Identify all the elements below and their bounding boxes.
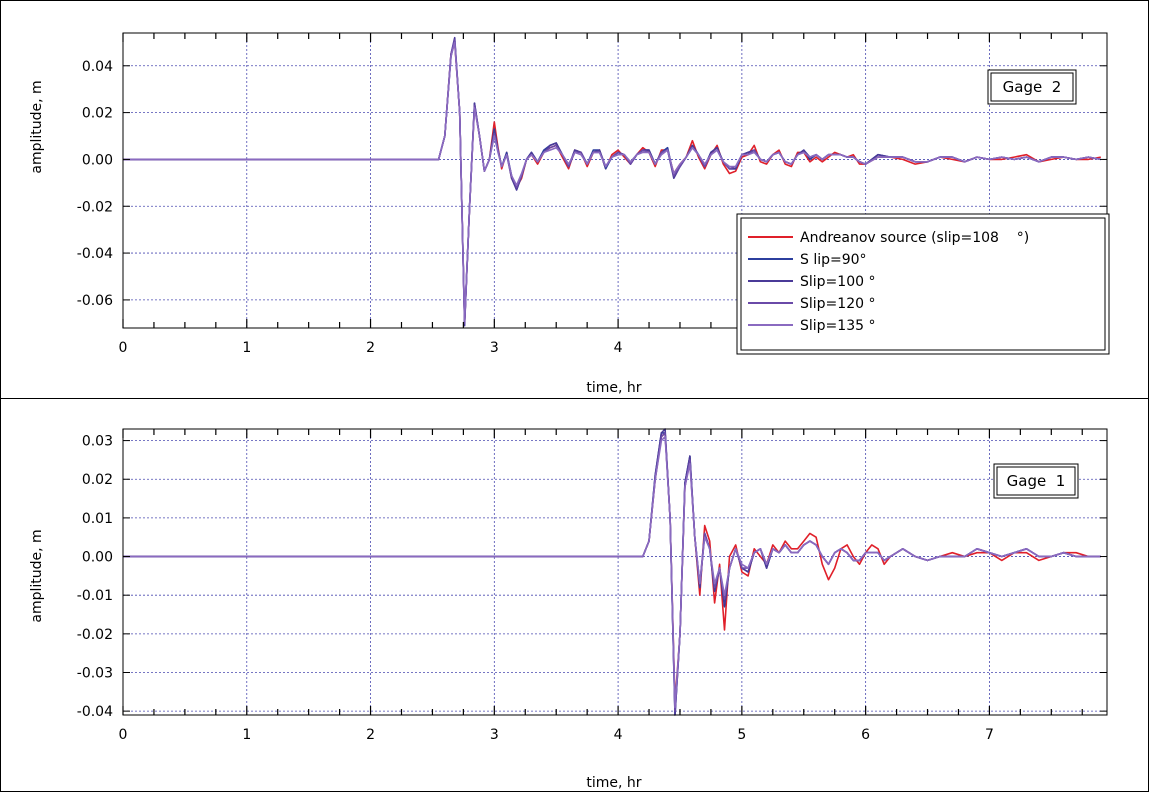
y-tick-label: -0.03 [77, 665, 113, 681]
series-layer [123, 36, 1101, 327]
legend-label-2: Slip=100 ° [800, 274, 875, 290]
y-tick-label: 0.00 [82, 550, 113, 566]
x-tick-label: 5 [737, 727, 746, 743]
x-tick-label: 0 [119, 727, 128, 743]
legend-label-4: Slip=135 ° [800, 318, 875, 334]
y-tick-label: 0.00 [82, 152, 113, 168]
x-tick-label: 3 [490, 727, 499, 743]
x-axis-label: time, hr [586, 380, 641, 396]
legend-label-1: S lip=90° [800, 252, 867, 268]
y-tick-label: -0.02 [77, 627, 113, 643]
y-tick-label: 0.02 [82, 106, 113, 122]
y-tick-label: -0.01 [77, 588, 113, 604]
y-axis-label: amplitude, m [29, 80, 45, 173]
plot-border [122, 32, 1108, 329]
x-tick-label: 2 [366, 727, 375, 743]
x-tick-label: 0 [119, 340, 128, 356]
y-tick-label: 0.04 [82, 59, 113, 75]
y-tick-labels: 0.04 0.02 0.00 -0.02 -0.04 -0.06 [77, 59, 113, 309]
series-line-4 [123, 41, 1101, 322]
x-tick-label: 2 [366, 340, 375, 356]
gage-annotation: Gage 1 [993, 463, 1079, 499]
y-tick-label: -0.06 [77, 293, 113, 309]
legend-label-3: Slip=120 ° [800, 296, 875, 312]
x-tick-label: 4 [614, 340, 623, 356]
legend: Andreanov source (slip=108 °) S lip=90° … [736, 213, 1110, 355]
plot-frame [122, 32, 1108, 329]
chart-gage-1: 0.03 0.02 0.01 0.00 -0.01 -0.02 -0.03 -0.04 0 1 2… [29, 428, 1108, 791]
x-tick-labels: 0 1 2 3 4 5 6 7 [119, 727, 994, 743]
y-tick-label: -0.02 [77, 199, 113, 215]
y-tick-label: -0.04 [77, 704, 113, 720]
gage-label: Gage 2 [1003, 78, 1062, 96]
y-tick-label: 0.01 [82, 511, 113, 527]
axis-ticks [122, 429, 1107, 715]
y-tick-label: 0.03 [82, 434, 113, 450]
y-axis-label: amplitude, m [29, 529, 45, 622]
x-tick-label: 3 [490, 340, 499, 356]
y-tick-label: -0.04 [77, 246, 113, 262]
series-layer [123, 428, 1101, 716]
y-tick-labels: 0.03 0.02 0.01 0.00 -0.01 -0.02 -0.03 -0.04 [77, 434, 113, 721]
series-line-4 [123, 435, 1101, 709]
gage-label: Gage 1 [1007, 472, 1066, 490]
x-tick-label: 4 [614, 727, 623, 743]
y-tick-label: 0.02 [82, 472, 113, 488]
x-tick-label: 1 [242, 727, 251, 743]
x-axis-label: time, hr [586, 775, 641, 791]
plot-frame [122, 428, 1108, 716]
plot-border [122, 428, 1108, 716]
x-tick-label: 6 [861, 727, 870, 743]
legend-label-0: Andreanov source (slip=108 °) [800, 230, 1029, 246]
x-tick-label: 1 [242, 340, 251, 356]
x-tick-label: 7 [985, 727, 994, 743]
gage-annotation: Gage 2 [987, 69, 1077, 105]
